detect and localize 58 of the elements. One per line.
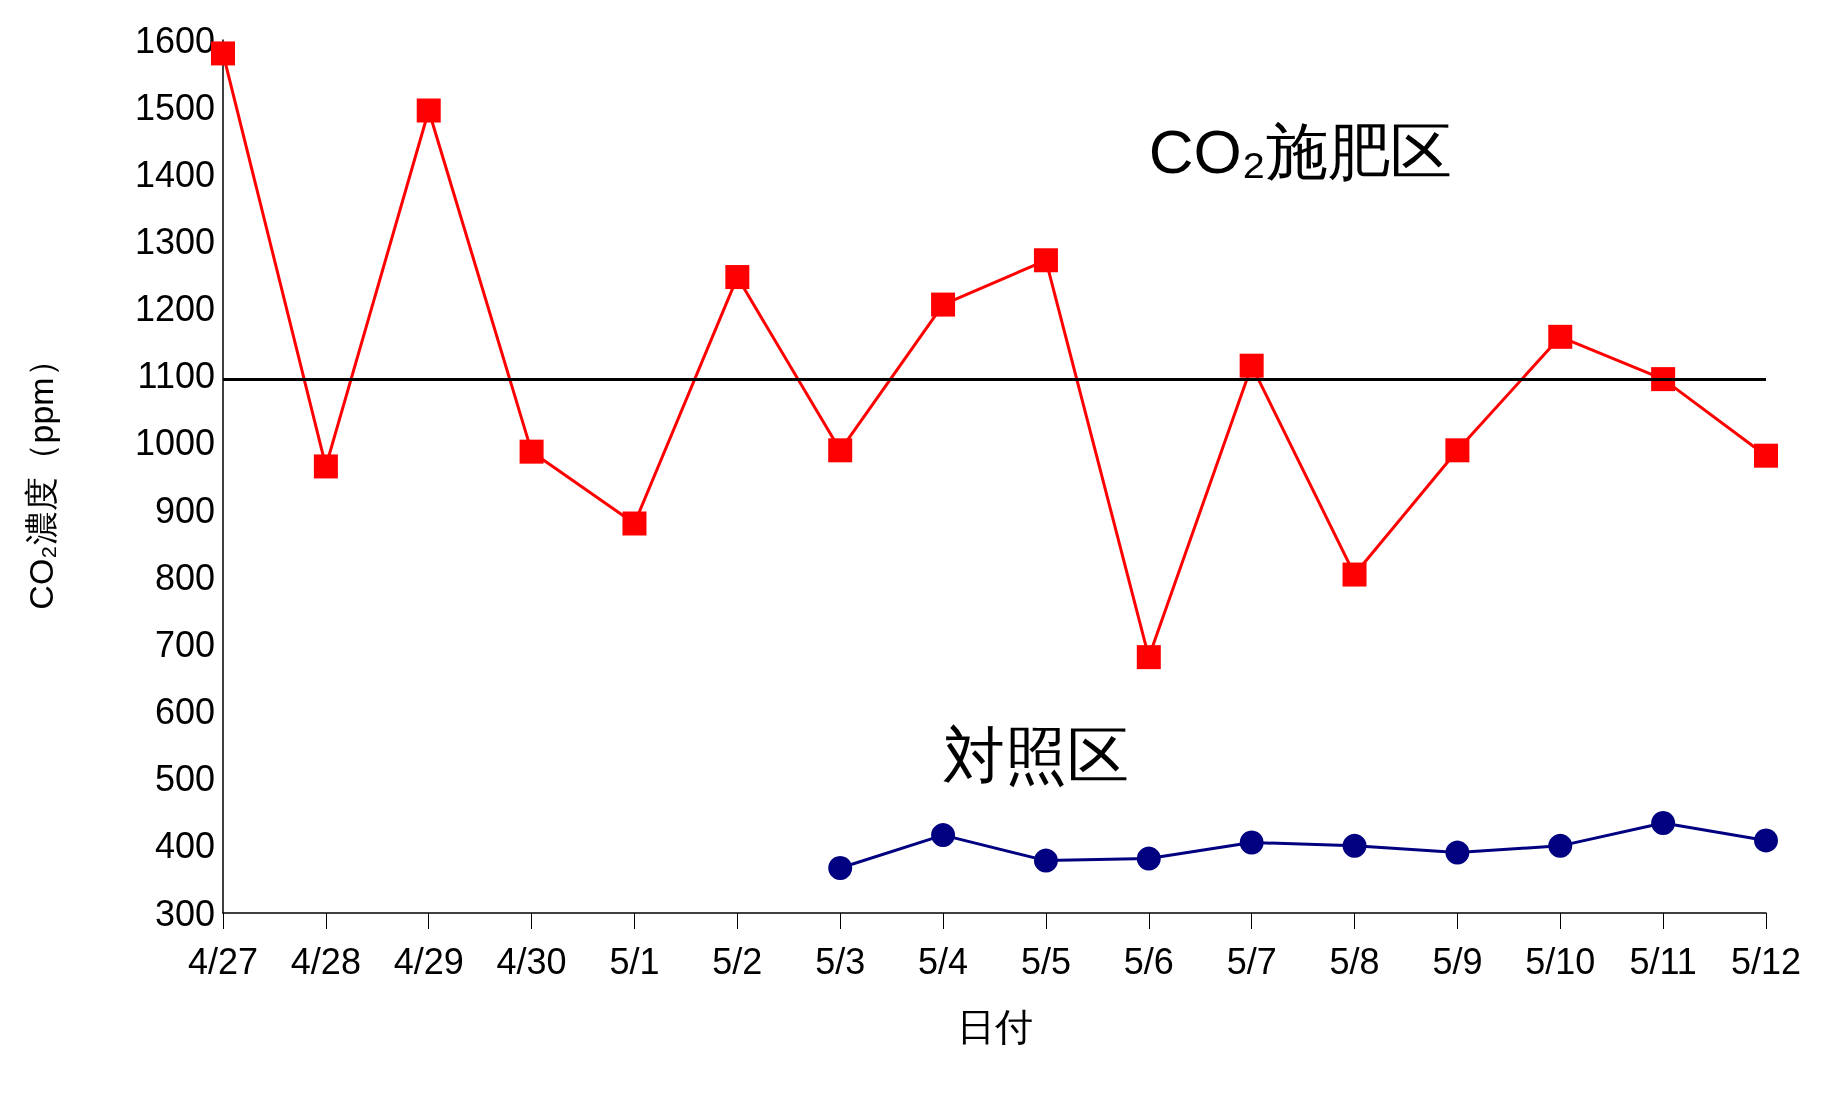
point [1136, 846, 1161, 871]
point [931, 823, 956, 848]
x-tick-label: 5/12 [1730, 940, 1802, 982]
point [313, 454, 338, 479]
x-tick-label: 5/10 [1525, 940, 1596, 982]
x-tick-label: 5/11 [1629, 940, 1697, 982]
series-label: CO₂施肥区 [1148, 117, 1452, 187]
y-tick-label: 1500 [134, 86, 215, 128]
point [1445, 438, 1470, 463]
point [1548, 324, 1573, 349]
x-tick-label: 5/5 [1020, 940, 1071, 982]
point [725, 265, 750, 290]
y-axis-title: CO₂濃度（ppm） [22, 343, 60, 610]
x-tick-label: 5/9 [1432, 940, 1483, 982]
point [622, 511, 647, 536]
y-tick-label: 500 [154, 758, 215, 800]
x-tick-label: 4/30 [496, 940, 567, 982]
y-tick-label: 400 [154, 825, 215, 867]
point [1754, 828, 1778, 853]
y-tick-label: 1100 [137, 355, 215, 397]
point [1033, 248, 1058, 273]
x-axis-title: 日付 [956, 1006, 1033, 1048]
point [1342, 833, 1367, 858]
y-tick-label: 800 [154, 556, 215, 598]
y-tick-label: 1600 [134, 19, 215, 61]
point [1239, 830, 1264, 855]
x-tick-label: 5/8 [1329, 940, 1380, 982]
x-tick-label: 4/27 [187, 940, 259, 982]
point [1033, 848, 1058, 873]
point [519, 439, 544, 464]
point [416, 98, 441, 123]
point [1548, 833, 1573, 858]
x-tick-label: 5/3 [815, 940, 866, 982]
x-tick-label: 4/28 [290, 940, 361, 982]
y-tick-label: 900 [154, 489, 215, 531]
y-tick-label: 1200 [134, 288, 215, 330]
point [1445, 840, 1470, 865]
y-tick-label: 1300 [134, 220, 215, 262]
point [1239, 353, 1264, 378]
y-tick-label: 300 [154, 892, 215, 934]
point [1136, 645, 1161, 670]
point [1754, 443, 1778, 468]
x-tick-label: 5/4 [918, 940, 969, 982]
y-tick-label: 1000 [134, 422, 215, 464]
point [1651, 811, 1676, 836]
point [828, 438, 853, 463]
point [1342, 562, 1367, 587]
y-tick-label: 700 [154, 623, 215, 665]
y-tick-label: 600 [154, 691, 215, 733]
x-tick-label: 5/6 [1123, 940, 1174, 982]
x-tick-label: 5/1 [609, 940, 660, 982]
series-label: 対照区 [943, 721, 1130, 791]
x-tick-label: 5/7 [1226, 940, 1277, 982]
y-tick-label: 1400 [134, 153, 215, 195]
x-tick-label: 5/2 [712, 940, 763, 982]
point [828, 856, 853, 880]
point [931, 292, 956, 317]
x-tick-label: 4/29 [393, 940, 464, 982]
